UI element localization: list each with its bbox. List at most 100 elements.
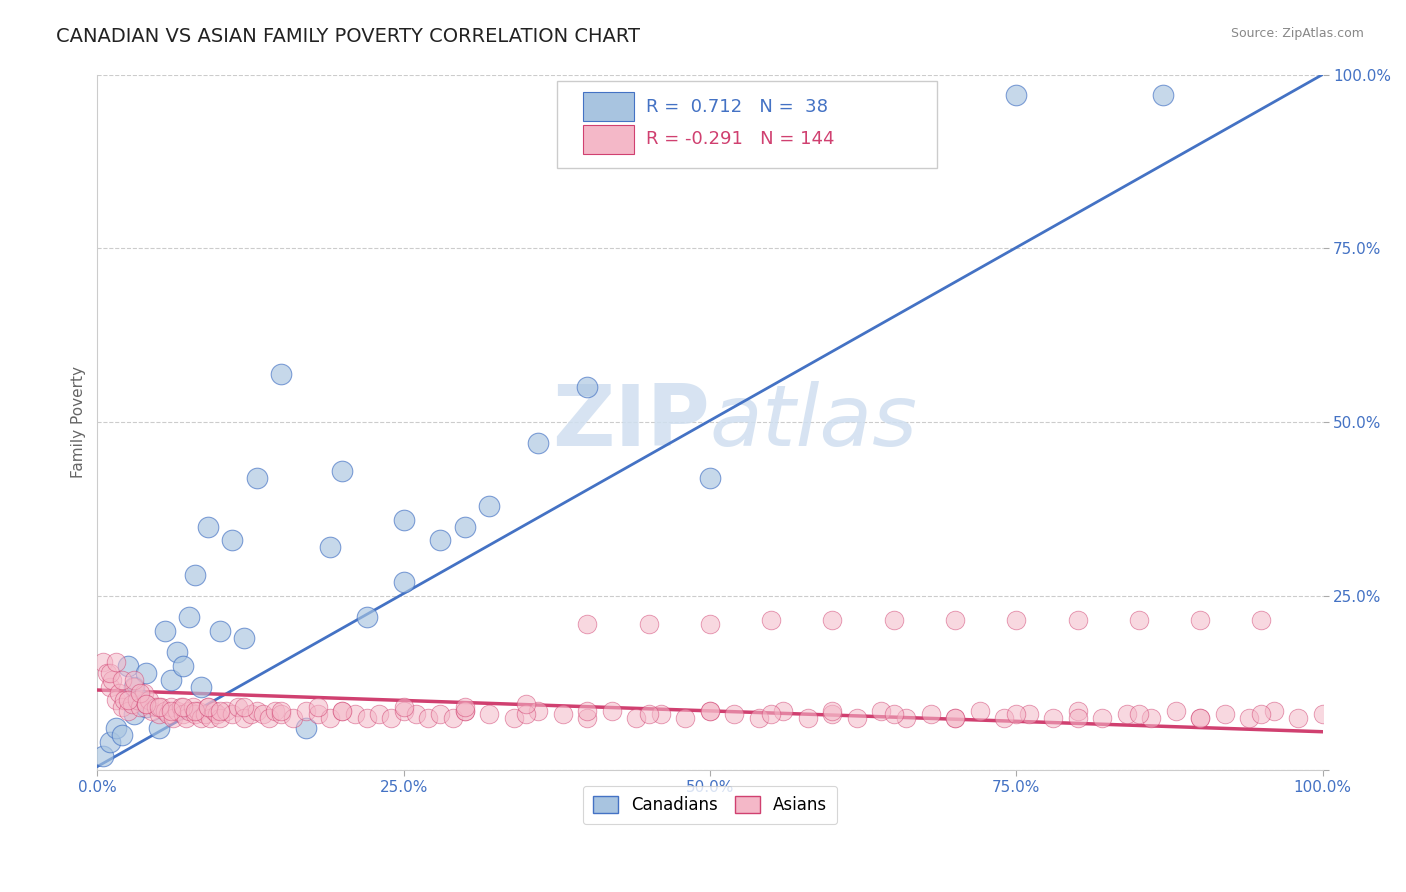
Point bbox=[392, 513, 415, 527]
Point bbox=[675, 711, 697, 725]
Point bbox=[181, 700, 204, 714]
Point bbox=[153, 624, 176, 638]
Point bbox=[98, 665, 121, 680]
Point bbox=[846, 711, 869, 725]
Point bbox=[160, 704, 183, 718]
Point bbox=[478, 707, 501, 722]
Y-axis label: Family Poverty: Family Poverty bbox=[72, 367, 86, 478]
Point bbox=[257, 711, 280, 725]
Point bbox=[821, 704, 844, 718]
Point bbox=[153, 704, 176, 718]
Point bbox=[184, 568, 207, 582]
Point bbox=[332, 464, 354, 478]
Point bbox=[187, 704, 209, 718]
Point bbox=[418, 711, 440, 725]
Point bbox=[1164, 704, 1187, 718]
Point bbox=[600, 704, 623, 718]
Point bbox=[112, 693, 135, 707]
Point bbox=[117, 693, 139, 707]
Point bbox=[527, 436, 550, 450]
Point bbox=[233, 711, 256, 725]
Point bbox=[943, 711, 966, 725]
Point bbox=[117, 704, 139, 718]
Point bbox=[626, 711, 648, 725]
Point bbox=[283, 711, 305, 725]
Point bbox=[894, 711, 917, 725]
Point bbox=[148, 700, 170, 714]
Point bbox=[441, 711, 464, 725]
Point bbox=[246, 704, 269, 718]
Point bbox=[104, 721, 127, 735]
Point bbox=[883, 614, 905, 628]
Point bbox=[111, 728, 134, 742]
Legend: Canadians, Asians: Canadians, Asians bbox=[583, 786, 837, 824]
Point bbox=[380, 711, 402, 725]
Point bbox=[111, 673, 134, 687]
Point bbox=[294, 721, 316, 735]
Point bbox=[215, 704, 238, 718]
Point bbox=[1189, 711, 1212, 725]
Point bbox=[111, 700, 134, 714]
Point bbox=[239, 707, 262, 722]
Point bbox=[157, 707, 180, 722]
Point bbox=[169, 700, 191, 714]
Point bbox=[208, 711, 231, 725]
Point bbox=[221, 707, 243, 722]
Point bbox=[1312, 707, 1334, 722]
Point bbox=[1250, 707, 1272, 722]
Point bbox=[129, 700, 152, 714]
Point bbox=[190, 680, 212, 694]
Point bbox=[748, 711, 770, 725]
Point bbox=[920, 707, 942, 722]
Point bbox=[993, 711, 1015, 725]
Point bbox=[270, 704, 292, 718]
Point bbox=[264, 704, 287, 718]
Point bbox=[135, 665, 157, 680]
Point bbox=[122, 680, 145, 694]
Point bbox=[1066, 711, 1088, 725]
Point bbox=[194, 707, 217, 722]
Point bbox=[503, 711, 526, 725]
FancyBboxPatch shape bbox=[582, 92, 634, 121]
Point bbox=[1189, 711, 1212, 725]
Point bbox=[197, 519, 219, 533]
Point bbox=[761, 707, 783, 722]
Point bbox=[454, 700, 477, 714]
Point bbox=[108, 686, 131, 700]
Point bbox=[145, 700, 167, 714]
Point bbox=[138, 693, 160, 707]
Point bbox=[233, 631, 256, 645]
Point bbox=[221, 533, 243, 548]
Point bbox=[98, 680, 121, 694]
Point bbox=[699, 471, 721, 485]
Point bbox=[454, 519, 477, 533]
Point bbox=[202, 704, 225, 718]
Point bbox=[478, 499, 501, 513]
Point bbox=[1250, 614, 1272, 628]
Point bbox=[1128, 614, 1150, 628]
Point bbox=[576, 616, 599, 631]
Point bbox=[233, 700, 256, 714]
Point bbox=[122, 673, 145, 687]
Point bbox=[172, 658, 194, 673]
Point bbox=[270, 707, 292, 722]
Point bbox=[1140, 711, 1163, 725]
Point bbox=[307, 700, 329, 714]
Point bbox=[870, 704, 893, 718]
Point bbox=[1128, 707, 1150, 722]
Point bbox=[172, 700, 194, 714]
Point bbox=[637, 707, 659, 722]
Point bbox=[294, 704, 316, 718]
Point bbox=[135, 700, 157, 714]
Point bbox=[1189, 614, 1212, 628]
Point bbox=[270, 367, 292, 381]
Point bbox=[207, 707, 229, 722]
Point bbox=[319, 711, 342, 725]
Text: R =  0.712   N =  38: R = 0.712 N = 38 bbox=[647, 97, 828, 115]
Text: Source: ZipAtlas.com: Source: ZipAtlas.com bbox=[1230, 27, 1364, 40]
Point bbox=[429, 533, 451, 548]
FancyBboxPatch shape bbox=[557, 81, 936, 169]
Point bbox=[148, 707, 170, 722]
Point bbox=[122, 707, 145, 722]
Point bbox=[132, 686, 155, 700]
